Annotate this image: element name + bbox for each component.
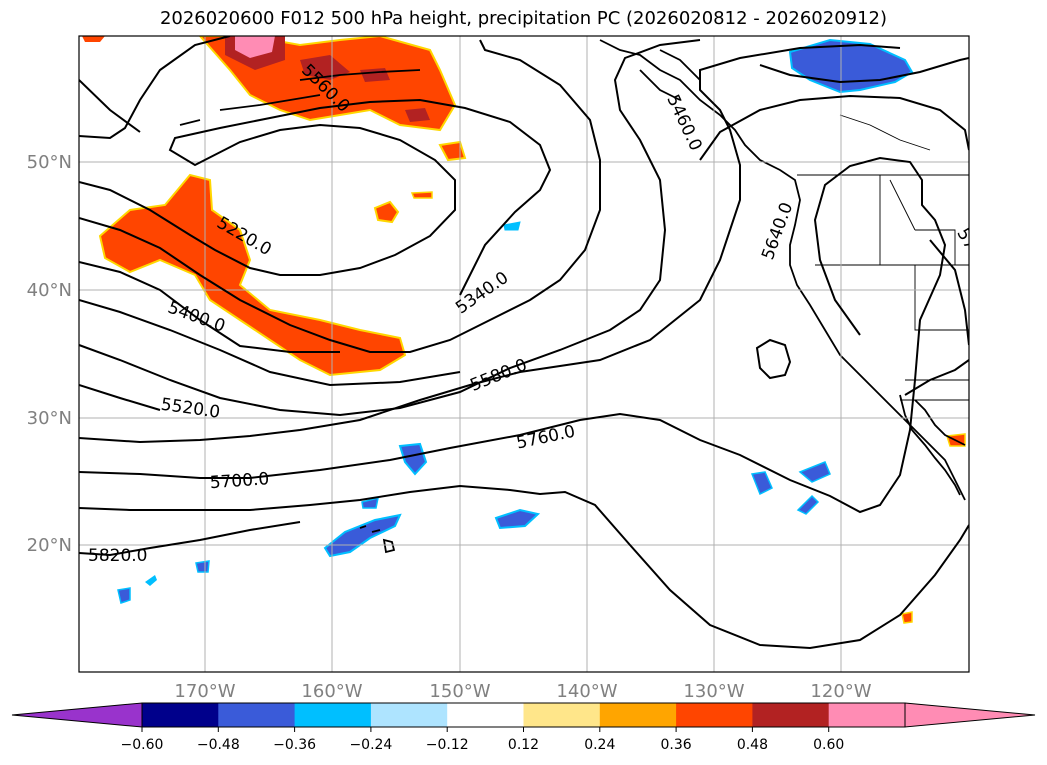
lon-label-150w: 150°W bbox=[429, 681, 490, 702]
lat-label-30n: 30°N bbox=[27, 408, 72, 429]
lat-label-50n: 50°N bbox=[27, 152, 72, 173]
lat-label-40n: 40°N bbox=[27, 280, 72, 301]
colorbar-tick-label: −0.60 bbox=[121, 737, 164, 753]
latitude-labels: 50°N 40°N 30°N 20°N bbox=[27, 152, 72, 556]
colorbar-segment bbox=[142, 703, 219, 727]
lon-label-120w: 120°W bbox=[810, 681, 871, 702]
colorbar-segment bbox=[599, 703, 677, 727]
map-title: 2026020600 F012 500 hPa height, precipit… bbox=[159, 8, 888, 29]
colorbar: −0.60 −0.48 −0.36 −0.24 −0.12 0.12 0.24 0.36 0.4… bbox=[11, 702, 1036, 753]
colorbar-segment bbox=[218, 703, 296, 727]
colorbar-segment bbox=[676, 703, 753, 727]
colorbar-extend-high bbox=[904, 702, 1036, 728]
contour-label-5700: 5700.0 bbox=[209, 469, 270, 493]
coastlines bbox=[179, 39, 966, 554]
colorbar-segment bbox=[828, 703, 906, 727]
contour-label-5820: 5820.0 bbox=[88, 546, 147, 566]
lon-label-170w: 170°W bbox=[174, 681, 235, 702]
colorbar-tick-label: 0.48 bbox=[737, 737, 768, 753]
colorbar-segment bbox=[752, 703, 830, 727]
lon-label-140w: 140°W bbox=[556, 681, 617, 702]
map-panel bbox=[79, 36, 969, 672]
colorbar-segment bbox=[294, 703, 372, 727]
colorbar-segment bbox=[447, 703, 524, 727]
lon-label-130w: 130°W bbox=[683, 681, 744, 702]
colorbar-tick-label: −0.36 bbox=[273, 737, 316, 753]
colorbar-segment bbox=[370, 703, 448, 727]
longitude-labels: 170°W 160°W 150°W 140°W 130°W 120°W bbox=[174, 681, 871, 702]
colorbar-tick-label: −0.12 bbox=[426, 737, 469, 753]
colorbar-tick-label: −0.48 bbox=[197, 737, 240, 753]
colorbar-tick-label: −0.24 bbox=[349, 737, 392, 753]
colorbar-extend-low bbox=[11, 702, 143, 728]
colorbar-tick-label: 0.24 bbox=[584, 737, 615, 753]
colorbar-tick-label: 0.12 bbox=[508, 737, 539, 753]
colorbar-segment bbox=[523, 703, 601, 727]
colorbar-tick-label: 0.60 bbox=[813, 737, 844, 753]
lat-label-20n: 20°N bbox=[27, 535, 72, 556]
colorbar-tick-label: 0.36 bbox=[661, 737, 692, 753]
map-frame bbox=[78, 35, 970, 673]
height-contours bbox=[79, 36, 969, 650]
lon-label-160w: 160°W bbox=[301, 681, 362, 702]
